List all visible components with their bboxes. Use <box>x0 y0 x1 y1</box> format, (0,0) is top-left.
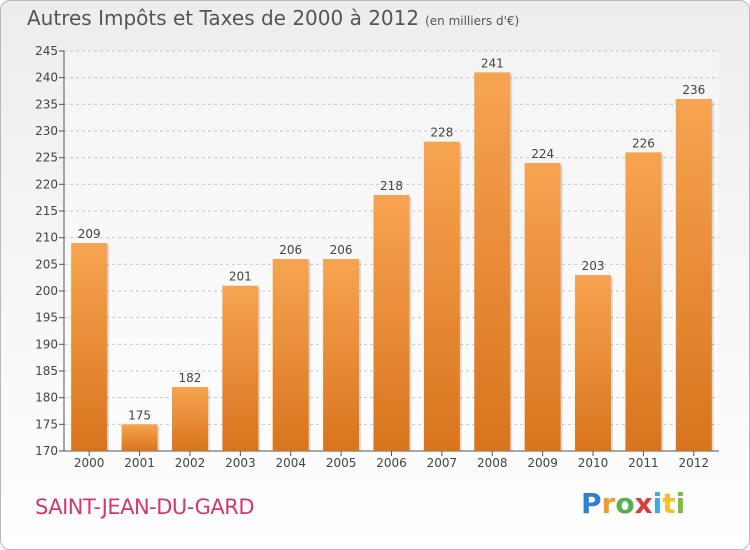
x-tick-label: 2007 <box>427 456 458 470</box>
x-tick-label: 2002 <box>175 456 206 470</box>
chart-title-text: Autres Impôts et Taxes de 2000 à 2012 <box>27 6 420 30</box>
bar-value-label: 175 <box>128 408 151 422</box>
y-tick-label: 225 <box>35 151 58 165</box>
bar <box>272 259 309 451</box>
bar-value-label: 203 <box>582 259 605 273</box>
x-tick-label: 2012 <box>679 456 710 470</box>
y-tick-label: 185 <box>35 364 58 378</box>
bar-value-label: 206 <box>279 243 302 257</box>
x-tick-label: 2001 <box>124 456 155 470</box>
bar <box>423 141 460 451</box>
x-tick-label: 2006 <box>376 456 407 470</box>
y-tick-label: 190 <box>35 337 58 351</box>
bar-value-label: 236 <box>682 83 705 97</box>
bar <box>323 259 360 451</box>
y-tick-label: 180 <box>35 391 58 405</box>
x-tick-label: 2010 <box>578 456 609 470</box>
bar <box>675 99 712 451</box>
y-tick-label: 175 <box>35 417 58 431</box>
y-tick-label: 210 <box>35 231 58 245</box>
bar <box>625 152 662 452</box>
y-tick-label: 205 <box>35 257 58 271</box>
y-tick-label: 220 <box>35 177 58 191</box>
bar <box>121 424 158 451</box>
bar <box>71 243 108 451</box>
bar <box>575 275 612 451</box>
x-tick-label: 2011 <box>628 456 659 470</box>
y-tick-label: 170 <box>35 444 58 458</box>
y-tick-label: 240 <box>35 71 58 85</box>
y-tick-label: 195 <box>35 311 58 325</box>
y-tick-label: 230 <box>35 124 58 138</box>
bar-value-label: 224 <box>531 147 554 161</box>
bar <box>373 195 410 451</box>
chart-title: Autres Impôts et Taxes de 2000 à 2012 (en… <box>27 6 519 30</box>
x-tick-label: 2009 <box>527 456 558 470</box>
bar <box>524 163 561 451</box>
bar <box>474 72 511 451</box>
bar-value-label: 201 <box>229 270 252 284</box>
bar-value-label: 182 <box>179 371 202 385</box>
y-tick-label: 235 <box>35 97 58 111</box>
y-tick-label: 215 <box>35 204 58 218</box>
y-tick-label: 245 <box>35 44 58 58</box>
bar-value-label: 226 <box>632 136 655 150</box>
bar <box>171 387 208 451</box>
location-label: SAINT-JEAN-DU-GARD <box>35 495 255 519</box>
x-tick-label: 2000 <box>74 456 105 470</box>
bar-value-label: 218 <box>380 179 403 193</box>
y-tick-label: 200 <box>35 284 58 298</box>
bar-value-label: 228 <box>430 126 453 140</box>
bar-value-label: 241 <box>481 56 504 70</box>
x-tick-label: 2008 <box>477 456 508 470</box>
bar <box>222 285 259 451</box>
x-tick-label: 2005 <box>326 456 357 470</box>
bar-value-label: 206 <box>330 243 353 257</box>
chart-unit-note: (en milliers d'€) <box>425 14 520 28</box>
x-tick-label: 2004 <box>275 456 306 470</box>
x-tick-label: 2003 <box>225 456 256 470</box>
proxiti-logo: Proxiti <box>581 487 686 520</box>
bar-value-label: 209 <box>78 227 101 241</box>
